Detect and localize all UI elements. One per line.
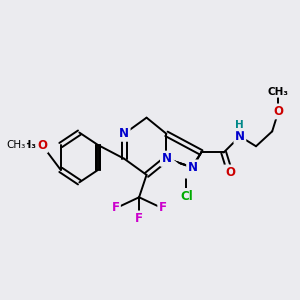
Text: Cl: Cl [180, 190, 193, 202]
Text: O: O [273, 105, 284, 118]
Text: N: N [161, 152, 172, 165]
Text: O: O [37, 139, 47, 152]
Text: N: N [235, 130, 245, 143]
Text: O: O [225, 166, 235, 179]
Text: H: H [236, 120, 244, 130]
Text: F: F [135, 212, 143, 225]
Text: N: N [119, 127, 129, 140]
Text: F: F [112, 201, 119, 214]
Text: CH₃: CH₃ [15, 140, 36, 150]
Text: N: N [188, 161, 198, 174]
Text: CH₃: CH₃ [7, 140, 26, 150]
Text: N: N [161, 152, 172, 165]
Text: F: F [159, 201, 167, 214]
Text: Cl: Cl [180, 190, 193, 202]
Text: CH₃: CH₃ [268, 86, 289, 97]
